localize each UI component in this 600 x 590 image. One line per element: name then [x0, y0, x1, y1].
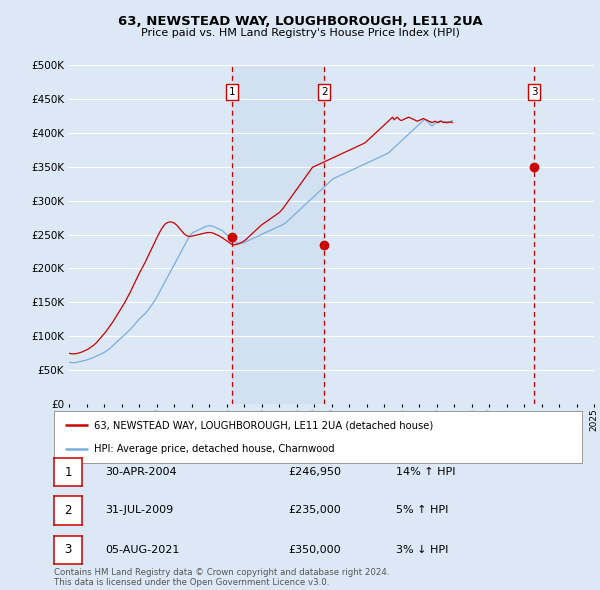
Text: 2: 2 — [321, 87, 328, 97]
Text: 2: 2 — [64, 504, 72, 517]
Text: 30-APR-2004: 30-APR-2004 — [105, 467, 176, 477]
Text: £350,000: £350,000 — [288, 545, 341, 555]
Text: 63, NEWSTEAD WAY, LOUGHBOROUGH, LE11 2UA: 63, NEWSTEAD WAY, LOUGHBOROUGH, LE11 2UA — [118, 15, 482, 28]
Text: 31-JUL-2009: 31-JUL-2009 — [105, 506, 173, 515]
Text: 14% ↑ HPI: 14% ↑ HPI — [396, 467, 455, 477]
Text: HPI: Average price, detached house, Charnwood: HPI: Average price, detached house, Char… — [94, 444, 334, 454]
Text: 05-AUG-2021: 05-AUG-2021 — [105, 545, 179, 555]
Text: 1: 1 — [64, 466, 72, 478]
Text: Contains HM Land Registry data © Crown copyright and database right 2024.
This d: Contains HM Land Registry data © Crown c… — [54, 568, 389, 587]
Text: Price paid vs. HM Land Registry's House Price Index (HPI): Price paid vs. HM Land Registry's House … — [140, 28, 460, 38]
Text: 5% ↑ HPI: 5% ↑ HPI — [396, 506, 448, 515]
Text: £235,000: £235,000 — [288, 506, 341, 515]
Bar — [232, 65, 324, 404]
Text: 63, NEWSTEAD WAY, LOUGHBOROUGH, LE11 2UA (detached house): 63, NEWSTEAD WAY, LOUGHBOROUGH, LE11 2UA… — [94, 420, 433, 430]
Text: 3% ↓ HPI: 3% ↓ HPI — [396, 545, 448, 555]
Text: 1: 1 — [229, 87, 236, 97]
Text: £246,950: £246,950 — [288, 467, 341, 477]
Text: 3: 3 — [64, 543, 72, 556]
Text: 3: 3 — [531, 87, 538, 97]
